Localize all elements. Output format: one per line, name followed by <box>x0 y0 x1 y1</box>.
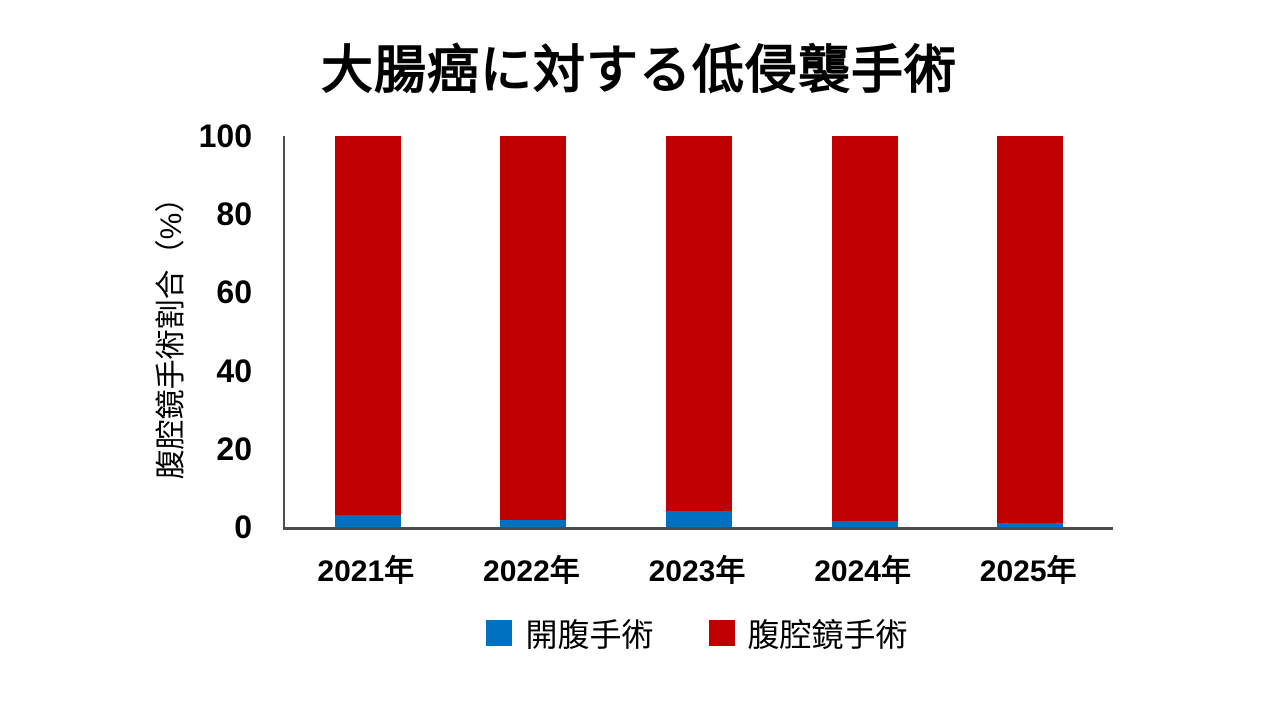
y-tick-label: 100 <box>198 118 252 154</box>
legend-item: 開腹手術 <box>486 610 654 656</box>
y-tick-label: 80 <box>216 196 252 233</box>
x-axis-label: 2023年 <box>648 555 746 588</box>
bar-slot <box>616 136 782 527</box>
stacked-bar <box>997 136 1064 527</box>
y-tick-label: 0 <box>234 509 252 545</box>
bar-slot <box>451 136 617 527</box>
bar-series-area <box>285 136 1113 527</box>
stacked-bar <box>831 136 898 527</box>
y-tick-label: 40 <box>216 352 252 389</box>
y-axis-ticks: 0 20 40 60 80 100 <box>140 120 252 543</box>
legend: 開腹手術 腹腔鏡手術 <box>283 610 1111 656</box>
bar-segment <box>500 519 567 527</box>
bar-segment <box>665 511 732 527</box>
plot-area <box>283 136 1113 530</box>
legend-swatch <box>708 620 735 646</box>
y-tick-label: 20 <box>216 430 252 467</box>
bar-slot <box>285 136 451 527</box>
bar-segment <box>334 515 401 527</box>
stacked-bar <box>665 136 732 527</box>
bar-segment <box>831 521 898 527</box>
y-tick-label: 60 <box>216 274 252 311</box>
bar-segment <box>997 136 1064 524</box>
bar-segment <box>665 136 732 512</box>
x-axis-label: 2024年 <box>814 555 911 588</box>
stacked-bar <box>500 136 567 527</box>
x-axis-label: 2021年 <box>317 555 415 588</box>
legend-label: 開腹手術 <box>525 617 654 653</box>
x-axis-label: 2022年 <box>483 555 580 588</box>
legend-item: 腹腔鏡手術 <box>708 610 908 656</box>
bar-segment <box>334 136 401 516</box>
x-axis-labels: 2021年 2022年 2023年 2024年 2025年 <box>283 546 1111 590</box>
bar-slot <box>947 136 1113 527</box>
bar-segment <box>997 523 1064 527</box>
chart-title: 大腸癌に対する低侵襲手術 <box>320 42 957 100</box>
legend-swatch <box>486 620 513 646</box>
bar-slot <box>782 136 948 527</box>
legend-label: 腹腔鏡手術 <box>747 617 908 653</box>
bar-segment <box>500 136 567 520</box>
stacked-bar <box>334 136 401 527</box>
bar-segment <box>831 136 898 522</box>
x-axis-label: 2025年 <box>979 555 1077 588</box>
